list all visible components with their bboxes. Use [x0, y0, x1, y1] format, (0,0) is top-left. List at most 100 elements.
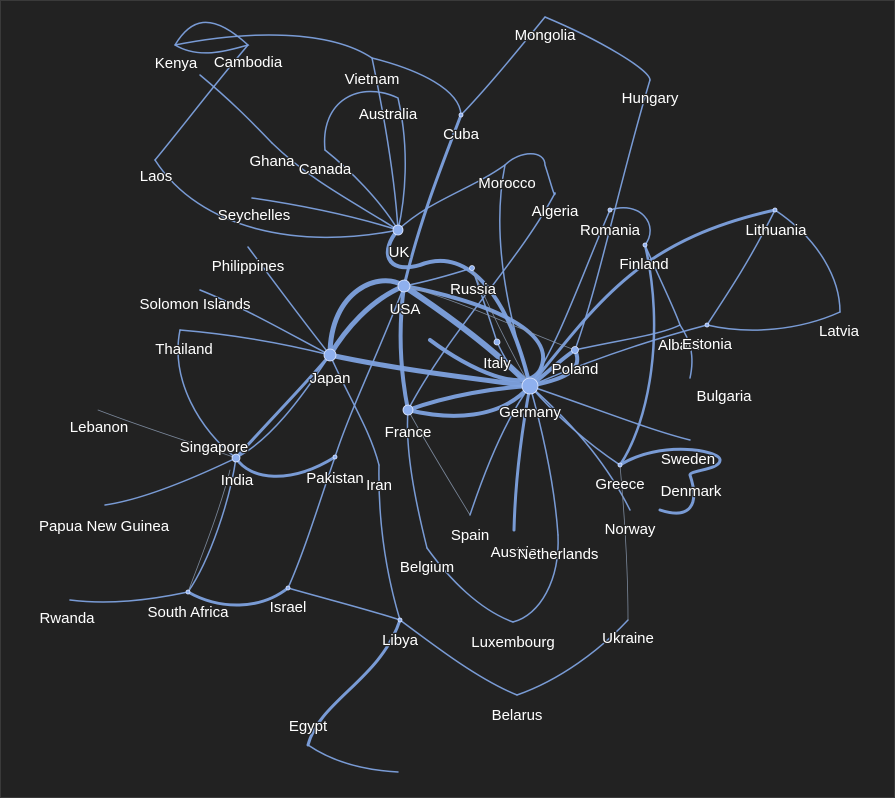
label-kenya: Kenya — [155, 55, 198, 72]
edge-germany-sweden — [529, 385, 691, 441]
edge-mongolia-cuba — [460, 16, 546, 116]
edge-russia-germany-faint — [471, 267, 531, 387]
label-south-africa: South Africa — [148, 604, 230, 621]
label-singapore: Singapore — [180, 439, 248, 456]
edge-singapore-pakistan — [234, 455, 337, 478]
node-romania[interactable] — [607, 207, 613, 213]
label-romania: Romania — [580, 222, 641, 239]
edge-poland-albania — [574, 324, 681, 351]
node-germany[interactable] — [521, 377, 539, 395]
label-belgium: Belgium — [400, 559, 454, 576]
node-france[interactable] — [402, 404, 414, 416]
edge-japan-usa-loop — [327, 278, 407, 358]
label-spain: Spain — [451, 527, 489, 544]
label-israel: Israel — [270, 599, 307, 616]
edge-usa-cuba — [402, 113, 463, 288]
label-morocco: Morocco — [478, 175, 536, 192]
edge-singapore-japan-arc — [235, 354, 331, 459]
edge-albania-bulgaria — [679, 324, 693, 379]
label-austria: Austria — [491, 544, 538, 561]
edge-germany-netherlands — [529, 385, 559, 536]
edge-finland-greece — [618, 243, 656, 467]
edge-japan-germany — [327, 352, 533, 389]
label-papua-new-guinea: Papua New Guinea — [39, 518, 170, 535]
label-vietnam: Vietnam — [345, 71, 400, 88]
label-australia: Australia — [359, 106, 418, 123]
node-pakistan[interactable] — [332, 454, 338, 460]
node-greece[interactable] — [617, 462, 623, 468]
edge-romania-finland — [609, 207, 651, 246]
label-rwanda: Rwanda — [39, 610, 95, 627]
edge-australia-uk — [323, 90, 406, 231]
label-lithuania: Lithuania — [746, 222, 808, 239]
label-netherlands: Netherlands — [518, 546, 599, 563]
edge-philippines-japan — [247, 246, 331, 356]
label-cuba: Cuba — [443, 126, 480, 143]
edge-lithuania-latvia — [774, 209, 841, 313]
edge-russia-italy — [471, 267, 498, 343]
label-latvia: Latvia — [819, 323, 860, 340]
label-pakistan: Pakistan — [306, 470, 364, 487]
edge-greece-ukraine — [619, 464, 629, 621]
label-hungary: Hungary — [622, 90, 679, 107]
edge-usa-japan — [327, 283, 407, 358]
label-france: France — [385, 424, 432, 441]
label-algeria: Algeria — [532, 203, 579, 220]
edge-belgium-france — [406, 409, 428, 549]
edge-hungary-poland — [574, 79, 651, 351]
edge-morocco-algeria — [504, 153, 556, 196]
edge-india-png — [104, 457, 237, 506]
edge-usa-france — [398, 284, 410, 412]
edge-seychelles-uk — [251, 197, 399, 231]
node-singapore[interactable] — [231, 453, 241, 463]
edge-south-africa-israel — [186, 586, 290, 607]
edge-layer — [69, 16, 841, 773]
node-lithuania[interactable] — [772, 207, 778, 213]
edge-vietnam-uk — [371, 57, 399, 231]
edge-denmark-sweden — [618, 447, 722, 515]
node-russia[interactable] — [469, 265, 475, 271]
label-finland: Finland — [619, 256, 668, 273]
node-israel[interactable] — [285, 585, 291, 591]
label-solomon-islands: Solomon Islands — [140, 296, 251, 313]
edge-mongolia-hungary — [544, 16, 651, 81]
edge-algeria-france — [407, 192, 556, 411]
node-italy[interactable] — [493, 338, 501, 346]
edge-laos-uk — [154, 159, 399, 239]
label-lebanon: Lebanon — [70, 419, 128, 436]
edge-solomon-japan — [199, 289, 331, 356]
label-cambodia: Cambodia — [214, 54, 283, 71]
node-uk[interactable] — [392, 224, 404, 236]
edge-vietnam-cuba — [371, 57, 462, 116]
node-usa[interactable] — [397, 279, 411, 293]
label-seychelles: Seychelles — [218, 207, 291, 224]
edge-libya-belarus — [399, 619, 518, 696]
node-south-africa[interactable] — [185, 589, 191, 595]
edge-netherlands-luxembourg — [512, 534, 559, 623]
label-russia: Russia — [450, 281, 497, 298]
label-thailand: Thailand — [155, 341, 213, 358]
edge-morocco-germany — [499, 164, 531, 387]
label-albania: Albania — [658, 337, 709, 354]
node-estonia[interactable] — [704, 322, 710, 328]
edge-israel-libya — [287, 587, 401, 621]
edge-spain-germany — [469, 385, 531, 516]
node-japan[interactable] — [323, 348, 337, 362]
node-libya[interactable] — [397, 617, 403, 623]
edge-lithuania-estonia — [706, 209, 776, 326]
node-finland[interactable] — [642, 242, 648, 248]
label-luxembourg: Luxembourg — [471, 634, 554, 651]
label-philippines: Philippines — [212, 258, 285, 275]
label-italy: Italy — [483, 355, 511, 372]
edge-lebanon-india — [97, 409, 237, 459]
node-poland[interactable] — [571, 346, 579, 354]
edge-luxembourg-belgium — [426, 547, 514, 623]
edge-usa-germany — [401, 283, 533, 389]
edge-cambodia-ghana — [199, 74, 273, 144]
edge-france-spain — [407, 409, 471, 516]
node-cuba[interactable] — [458, 112, 464, 118]
label-usa: USA — [390, 301, 421, 318]
label-denmark: Denmark — [661, 483, 722, 500]
label-laos: Laos — [140, 168, 173, 185]
label-uk: UK — [389, 244, 410, 261]
